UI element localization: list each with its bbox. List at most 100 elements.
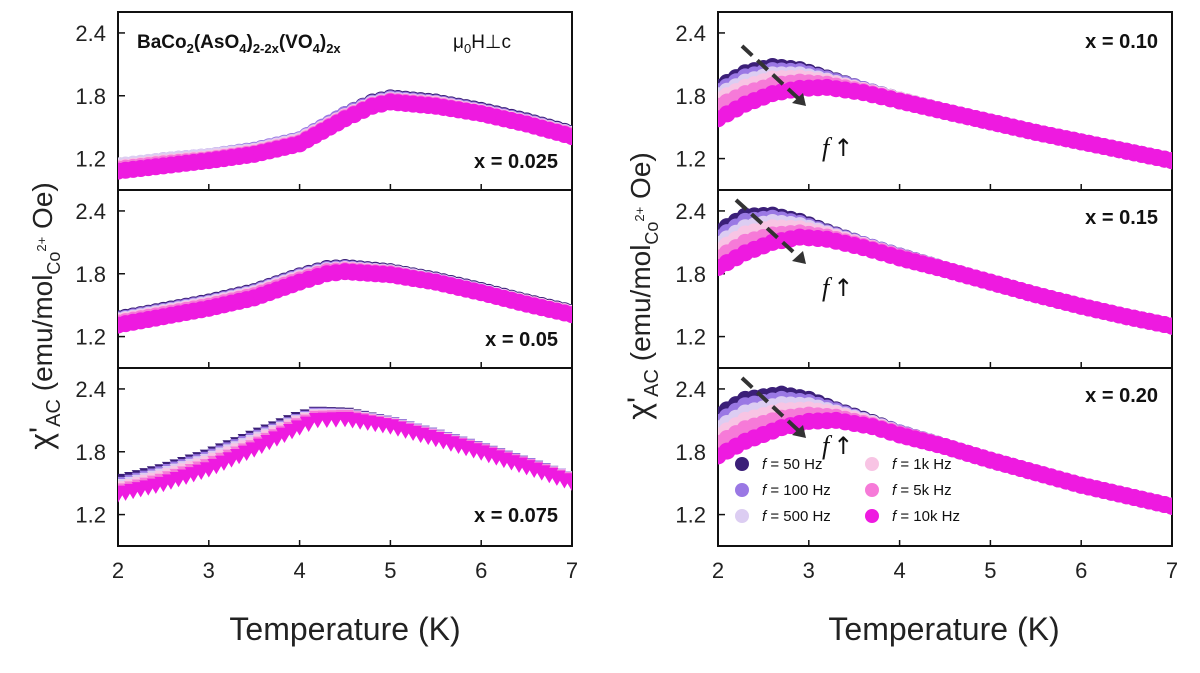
up-arrow: ↑ bbox=[833, 432, 853, 460]
f-symbol: f bbox=[822, 273, 833, 302]
y-tick-label: 1.8 bbox=[675, 84, 706, 109]
series bbox=[718, 411, 1172, 515]
panel-x-0-025: 1.2 1.8 2.4 x = 0.025 bbox=[75, 11, 573, 191]
legend-f: f bbox=[892, 508, 898, 525]
formula-v-open: (VO bbox=[279, 32, 313, 53]
legend-item: f = 10k Hz bbox=[865, 508, 960, 525]
legend-item: f = 1k Hz bbox=[865, 456, 952, 473]
arrow-head bbox=[792, 251, 806, 264]
y-tick-label: 1.2 bbox=[675, 147, 706, 172]
y-tick-label: 1.8 bbox=[675, 262, 706, 287]
legend-marker bbox=[865, 483, 879, 497]
legend-f: f bbox=[762, 482, 768, 499]
f-increase-label: f ↑ bbox=[822, 273, 853, 302]
x-tick-label: 3 bbox=[803, 558, 815, 583]
legend-marker bbox=[735, 509, 749, 523]
y-axis-title-left: χ'AC (emu/molCo2+ Oe) bbox=[23, 182, 65, 449]
y-tick-label: 1.2 bbox=[75, 325, 106, 350]
x-tick-label: 7 bbox=[1166, 558, 1178, 583]
legend-item: f = 100 Hz bbox=[735, 482, 831, 499]
frequency-legend: f = 50 Hzf = 100 Hzf = 500 Hzf = 1k Hzf … bbox=[735, 456, 960, 525]
formula-n4a: 4 bbox=[239, 41, 247, 56]
arrow-head bbox=[792, 425, 806, 438]
legend-f: f bbox=[762, 456, 768, 473]
data-point bbox=[1163, 317, 1172, 335]
field-rest: H⊥c bbox=[471, 32, 511, 53]
dashed-arrow-line bbox=[740, 376, 802, 434]
data-point bbox=[1163, 497, 1172, 515]
formula-sub-a: 2-2x bbox=[253, 41, 280, 56]
y-tick-label: 2.4 bbox=[75, 21, 106, 46]
formula-base: BaCo bbox=[137, 32, 187, 53]
data-layer bbox=[118, 406, 572, 503]
legend-rest: = 5k Hz bbox=[896, 482, 951, 499]
legend-rest: = 50 Hz bbox=[766, 456, 822, 473]
panel-x-0-075: 1.2 1.8 2.4 2 3 4 5 6 7 x = 0.075 bbox=[75, 367, 578, 583]
legend-label: f = 10k Hz bbox=[892, 508, 960, 525]
dashed-arrow-line bbox=[740, 44, 802, 102]
legend-label: f = 500 Hz bbox=[762, 508, 831, 525]
y-title-co: Co bbox=[44, 252, 64, 275]
y-axis-title-right: χ'AC (emu/molCo2+ Oe) bbox=[621, 152, 663, 419]
legend-label: f = 50 Hz bbox=[762, 456, 822, 473]
legend-label: f = 100 Hz bbox=[762, 482, 831, 499]
legend-f: f bbox=[762, 508, 768, 525]
up-arrow: ↑ bbox=[833, 274, 853, 302]
series bbox=[718, 228, 1172, 335]
y-tick-label: 2.4 bbox=[75, 377, 106, 402]
up-arrow: ↑ bbox=[833, 134, 853, 162]
x-tick-label: 2 bbox=[112, 558, 124, 583]
data-point bbox=[563, 128, 572, 146]
panel-label: x = 0.075 bbox=[474, 505, 558, 527]
panel-label: x = 0.05 bbox=[485, 329, 558, 351]
x-tick-label: 5 bbox=[384, 558, 396, 583]
panel-x-0-20: 1.2 1.8 2.4 2 3 4 5 6 7 x = 0.20 bbox=[675, 367, 1178, 583]
plot-frame bbox=[117, 367, 573, 547]
y-tick-label: 1.8 bbox=[75, 84, 106, 109]
y-tick-label: 2.4 bbox=[75, 199, 106, 224]
series bbox=[118, 263, 572, 334]
y-title-charge: 2+ bbox=[632, 207, 647, 222]
legend-item: f = 500 Hz bbox=[735, 508, 831, 525]
data-layer bbox=[718, 385, 1172, 515]
panel-x-0-05: 1.2 1.8 2.4 x = 0.05 bbox=[75, 189, 573, 369]
y-title-unit-close: Oe) bbox=[625, 152, 656, 206]
legend-item: f = 5k Hz bbox=[865, 482, 952, 499]
field-mu: μ bbox=[453, 32, 464, 53]
y-tick-label: 1.8 bbox=[75, 262, 106, 287]
field-zero: 0 bbox=[464, 41, 471, 56]
f-symbol: f bbox=[822, 431, 833, 460]
compound-formula: BaCo2(AsO4)2-2x(VO4)2x bbox=[137, 32, 341, 56]
y-tick-label: 1.8 bbox=[675, 440, 706, 465]
formula-n2: 2 bbox=[187, 41, 194, 56]
y-title-chi: χ bbox=[621, 403, 657, 420]
legend-item: f = 50 Hz bbox=[735, 456, 822, 473]
legend-rest: = 10k Hz bbox=[896, 508, 960, 525]
y-tick-label: 1.2 bbox=[675, 325, 706, 350]
formula-p-close-b: ) bbox=[320, 32, 326, 53]
legend-label: f = 5k Hz bbox=[892, 482, 952, 499]
dashed-arrow-line bbox=[734, 198, 802, 260]
y-title-charge: 2+ bbox=[34, 237, 49, 252]
legend-rest: = 100 Hz bbox=[766, 482, 831, 499]
x-tick-label: 4 bbox=[893, 558, 905, 583]
series bbox=[118, 93, 572, 180]
f-symbol: f bbox=[822, 133, 833, 162]
x-axis-title-right: Temperature (K) bbox=[828, 611, 1059, 647]
data-point bbox=[1163, 152, 1172, 170]
data-point bbox=[563, 306, 572, 324]
y-title-co: Co bbox=[642, 222, 662, 245]
y-title-prime: ' bbox=[621, 397, 657, 403]
x-tick-label: 3 bbox=[203, 558, 215, 583]
data-layer bbox=[718, 206, 1172, 335]
y-title-ac: AC bbox=[43, 399, 65, 427]
legend-marker bbox=[735, 483, 749, 497]
data-layer bbox=[718, 57, 1172, 170]
legend-f: f bbox=[892, 456, 898, 473]
legend-marker bbox=[735, 457, 749, 471]
y-title-unit-close: Oe) bbox=[27, 182, 58, 236]
panel-x-0-10: 1.2 1.8 2.4 x = 0.10 bbox=[675, 11, 1173, 191]
panel-label: x = 0.15 bbox=[1085, 207, 1158, 229]
panel-label: x = 0.10 bbox=[1085, 31, 1158, 53]
